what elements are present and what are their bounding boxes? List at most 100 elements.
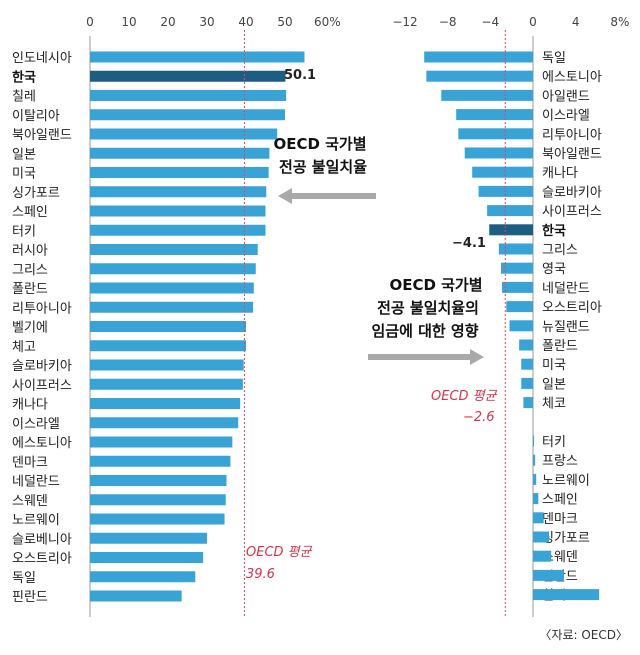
left-category-label: 일본 [12, 147, 36, 162]
left-category-label: 이스라엘 [12, 417, 60, 432]
right-x-tick-label: −8 [439, 15, 457, 29]
right-bar [456, 109, 533, 121]
right-bar [489, 224, 533, 236]
left-category-label: 오스트리아 [12, 552, 72, 567]
right-category-label: 에스토니아 [542, 70, 602, 85]
left-x-tick-label: 60% [314, 15, 341, 29]
left-x-tick-label: 40 [238, 15, 253, 29]
left-average-value: 39.6 [246, 567, 275, 582]
left-bar [90, 340, 246, 352]
right-annotation-line-3: 임금에 대한 영향 [371, 322, 478, 340]
right-average-label: OECD 평균 [431, 389, 498, 404]
left-average-label: OECD 평균 [246, 545, 313, 560]
right-x-tick-label: −4 [481, 15, 499, 29]
left-category-label: 스웨덴 [12, 494, 48, 509]
right-x-tick-label: 8% [610, 15, 629, 29]
right-category-label: 노르웨이 [542, 473, 590, 488]
right-bar [498, 243, 533, 255]
left-category-label: 이탈리아 [12, 109, 60, 124]
right-category-label: 이스라엘 [542, 109, 590, 124]
right-category-label: 일본 [542, 377, 566, 392]
left-category-label: 핀란드 [12, 590, 48, 605]
left-bar [90, 513, 225, 525]
right-category-label: 폴란드 [542, 339, 578, 354]
left-bar [90, 417, 239, 429]
left-x-tick-label: 0 [86, 15, 94, 29]
left-category-label: 노르웨이 [12, 513, 60, 528]
left-category-label: 리투아니아 [12, 301, 72, 316]
right-bar [533, 493, 539, 505]
left-bar [90, 128, 278, 140]
left-bar [90, 147, 270, 159]
left-category-label: 그리스 [12, 263, 48, 278]
left-bar [90, 90, 287, 101]
left-category-label: 폴란드 [12, 282, 48, 297]
left-x-tick-label: 50 [277, 15, 292, 29]
right-average-value: −2.6 [463, 410, 495, 425]
source-label: 〈자료: OECD〉 [539, 628, 628, 642]
left-bar [90, 70, 286, 82]
right-category-label: 오스트리아 [542, 301, 602, 316]
right-x-tick-label: −12 [392, 15, 417, 29]
right-bar [441, 89, 533, 101]
left-category-label: 터키 [12, 224, 36, 239]
right-bar [533, 531, 549, 543]
left-bar [90, 263, 256, 275]
left-bar [90, 475, 227, 486]
left-bar [90, 186, 267, 198]
right-bar [424, 51, 533, 63]
left-x-tick-label: 20 [160, 15, 175, 29]
right-bar [501, 262, 533, 274]
left-annotation-line-2: 전공 불일치율 [279, 158, 367, 176]
left-bar [90, 532, 207, 544]
left-category-label: 네덜란드 [12, 475, 60, 490]
right-category-label: 뉴질랜드 [542, 320, 590, 335]
right-category-label: 싱가포르 [542, 531, 590, 546]
left-bar [90, 205, 266, 217]
right-category-label: 아일랜드 [542, 89, 590, 104]
right-category-label: 네덜란드 [542, 281, 590, 296]
left-bar [90, 552, 204, 563]
left-bar [90, 455, 231, 467]
left-bar [90, 109, 285, 121]
left-bar [90, 51, 305, 63]
right-category-label: 스페인 [542, 493, 578, 508]
left-x-tick-label: 10 [121, 15, 136, 29]
left-bar [90, 571, 196, 583]
left-category-label: 슬로바키아 [12, 359, 72, 374]
right-bar [458, 128, 533, 140]
right-bar [502, 281, 533, 293]
right-bar [533, 512, 544, 524]
left-bar [90, 436, 233, 448]
left-bar [90, 398, 241, 409]
left-chart-panel: 0 10 20 30 40 50 60% 인도네시아한국칠레이탈리아북아일랜드일본미국싱가포르… [12, 15, 341, 617]
right-category-label: 한국 [542, 223, 566, 239]
left-category-label: 한국 [12, 69, 36, 85]
left-bar [90, 224, 266, 236]
right-x-tick-label: 4 [572, 15, 580, 29]
right-bar [509, 320, 533, 332]
left-highlight-value-label: 50.1 [284, 68, 316, 83]
right-annotation-line-2: 전공 불일치율의 [377, 299, 479, 317]
right-bar [533, 589, 600, 601]
right-bar [506, 301, 533, 313]
left-category-label: 미국 [12, 167, 36, 182]
left-category-label: 북아일랜드 [12, 128, 72, 143]
left-category-label: 사이프러스 [12, 378, 72, 393]
right-category-label: 슬로바키아 [542, 185, 602, 200]
right-category-label: 미국 [542, 358, 566, 373]
left-arrow-icon [278, 188, 376, 204]
left-category-label: 에스토니아 [12, 436, 72, 451]
right-bar [472, 166, 533, 178]
right-category-label: 터키 [542, 435, 566, 450]
right-chart-panel: −12 −8 −4 0 4 8% 독일에스토니아아일랜드이스라엘리투아니아북아일랜드캐나다슬… [392, 15, 629, 617]
right-category-label: 영국 [542, 262, 566, 277]
right-bar [426, 70, 533, 82]
right-bar [533, 569, 564, 581]
left-bar [90, 167, 269, 178]
left-bar [90, 359, 244, 371]
right-bar [464, 147, 533, 159]
left-x-tick-label: 30 [199, 15, 214, 29]
left-bar [90, 494, 226, 506]
